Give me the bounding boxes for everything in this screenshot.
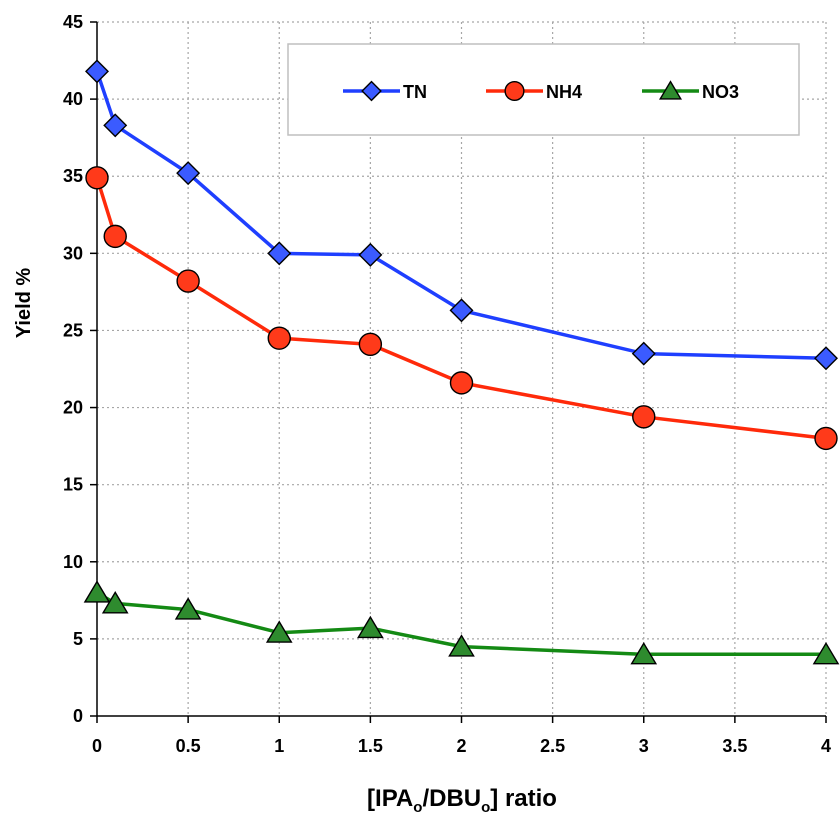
y-axis-title: Yield % xyxy=(13,268,35,339)
x-tick-label: 2 xyxy=(456,736,466,756)
legend-marker-tn xyxy=(361,80,382,102)
y-tick-label: 20 xyxy=(63,398,83,418)
x-tick-label: 1.5 xyxy=(358,736,383,756)
data-point-nh4 xyxy=(267,326,291,350)
data-point-nh4 xyxy=(176,269,200,293)
legend: TN NH4 NO3 xyxy=(287,43,800,136)
x-axis-title-sub1: o xyxy=(413,799,422,816)
series-lines xyxy=(95,70,827,657)
y-tick-label: 25 xyxy=(63,320,83,340)
x-tick-labels: 0 0.5 1 1.5 2 2.5 3 3.5 4 xyxy=(92,736,831,756)
x-axis-title-sub2: o xyxy=(481,799,490,816)
y-tick-label: 5 xyxy=(73,629,83,649)
series-line-nh4 xyxy=(95,177,827,441)
data-point-nh4 xyxy=(103,224,127,249)
x-tick-label: 4 xyxy=(821,736,831,756)
data-point-tn xyxy=(631,341,656,366)
data-point-no3 xyxy=(101,591,129,614)
data-point-tn xyxy=(449,298,474,323)
data-point-nh4 xyxy=(632,405,656,429)
legend-label-nh4: NH4 xyxy=(546,82,582,102)
x-tick-label: 3.5 xyxy=(722,736,747,756)
data-point-nh4 xyxy=(85,166,109,190)
y-tick-label: 30 xyxy=(63,243,83,263)
data-point-nh4 xyxy=(449,371,474,395)
data-point-tn xyxy=(814,346,838,371)
data-point-tn xyxy=(358,242,383,267)
series-line-tn xyxy=(95,70,827,360)
legend-marker-nh4 xyxy=(504,80,525,102)
data-point-no3 xyxy=(630,641,658,665)
data-point-tn xyxy=(85,59,109,84)
x-tick-label: 3 xyxy=(639,736,649,756)
legend-marker-no3 xyxy=(658,80,683,100)
data-point-no3 xyxy=(357,615,384,639)
legend-label-no3: NO3 xyxy=(702,82,739,102)
grid-lines xyxy=(97,21,827,716)
data-point-nh4 xyxy=(358,332,383,357)
x-axis-title-suffix: ] ratio xyxy=(490,785,557,812)
y-tick-label: 45 xyxy=(63,12,83,32)
data-point-no3 xyxy=(83,580,111,603)
x-axis-title: [IPAo/DBUo] ratio xyxy=(367,785,557,816)
series-line-no3 xyxy=(96,591,826,657)
y-tick-label: 40 xyxy=(63,89,83,109)
data-point-no3 xyxy=(448,634,475,657)
y-tick-label: 35 xyxy=(63,166,83,186)
data-point-no3 xyxy=(812,641,840,665)
series-markers xyxy=(83,59,840,665)
legend-label-tn: TN xyxy=(403,82,427,102)
y-tick-labels: 0 5 10 15 20 25 30 35 40 45 xyxy=(63,12,83,726)
data-point-no3 xyxy=(174,597,202,620)
x-tick-label: 0 xyxy=(92,736,102,756)
x-axis-title-prefix: [IPA xyxy=(367,785,413,812)
x-tick-label: 0.5 xyxy=(176,736,201,756)
data-point-tn xyxy=(103,113,128,138)
data-point-tn xyxy=(267,241,292,266)
x-axis-title-middle: /DBU xyxy=(422,785,481,812)
y-tick-label: 10 xyxy=(63,552,83,572)
data-point-nh4 xyxy=(814,426,838,451)
data-point-no3 xyxy=(265,620,293,643)
x-tick-label: 1 xyxy=(274,736,284,756)
y-tick-label: 0 xyxy=(73,706,83,726)
data-point-tn xyxy=(176,161,201,186)
x-tick-label: 2.5 xyxy=(540,736,565,756)
y-tick-label: 15 xyxy=(63,475,83,495)
